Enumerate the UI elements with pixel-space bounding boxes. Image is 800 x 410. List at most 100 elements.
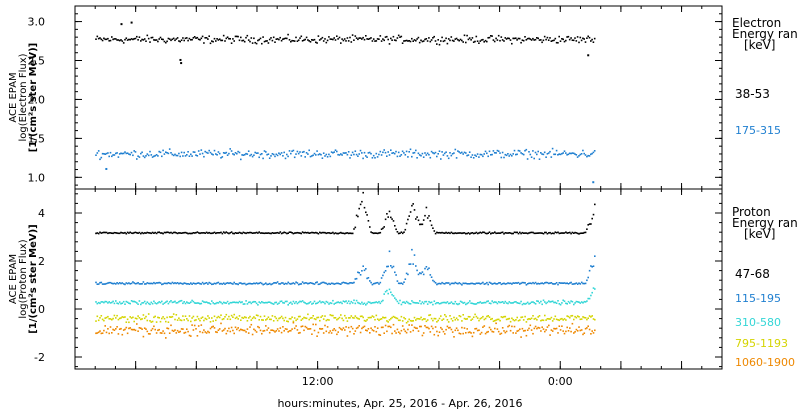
data-point [359, 331, 362, 334]
data-point [222, 34, 225, 37]
data-point [279, 283, 282, 285]
data-point [301, 40, 304, 42]
data-point [287, 155, 289, 158]
data-point [400, 231, 403, 233]
data-point [429, 331, 432, 333]
data-point [259, 315, 262, 318]
data-point [587, 154, 589, 157]
data-point [486, 300, 488, 303]
data-point [218, 38, 221, 40]
data-point [275, 330, 278, 332]
data-point [354, 226, 357, 229]
data-point [558, 325, 561, 327]
data-point [95, 332, 97, 335]
data-point [155, 39, 158, 41]
data-point [121, 333, 124, 336]
data-point [184, 37, 187, 40]
data-point [146, 319, 149, 322]
data-point [396, 231, 399, 233]
data-point [578, 301, 580, 303]
data-point [137, 303, 139, 305]
data-point [205, 37, 208, 39]
data-point [441, 151, 443, 153]
data-point [554, 231, 557, 233]
data-point [159, 151, 162, 154]
data-point [203, 319, 205, 322]
data-point [526, 37, 529, 40]
data-point [520, 232, 522, 235]
data-point [290, 231, 292, 233]
data-point [104, 317, 106, 319]
data-point [163, 332, 166, 335]
data-point [505, 232, 508, 234]
data-point [454, 329, 457, 332]
data-point [592, 151, 595, 154]
data-point [103, 329, 105, 332]
data-point [154, 328, 156, 331]
data-point [311, 333, 313, 335]
data-point [216, 154, 218, 156]
data-point [517, 329, 520, 332]
data-point [275, 301, 278, 304]
data-point [386, 213, 388, 215]
data-point [228, 37, 230, 40]
data-point [283, 151, 285, 154]
data-point [422, 273, 425, 276]
data-point [259, 329, 262, 332]
data-point [479, 333, 482, 335]
data-point [390, 317, 392, 320]
data-point [229, 330, 232, 333]
data-point [404, 330, 407, 333]
data-point [586, 279, 588, 282]
data-point [145, 232, 147, 234]
data-point [425, 154, 428, 156]
data-point [451, 282, 454, 285]
data-point [379, 231, 382, 234]
data-point [196, 231, 199, 233]
data-point [515, 231, 517, 234]
data-point [207, 315, 209, 317]
data-point [103, 301, 105, 304]
data-point [328, 303, 330, 305]
data-point [247, 317, 250, 319]
data-point [130, 282, 133, 285]
data-point [499, 301, 501, 304]
data-point [291, 150, 293, 152]
data-point [212, 232, 214, 234]
data-point [382, 151, 384, 154]
data-point [394, 330, 396, 332]
data-point [584, 301, 587, 303]
data-point [270, 318, 272, 321]
data-point [296, 150, 299, 153]
data-point [384, 218, 387, 221]
data-point [417, 219, 420, 222]
data-point [461, 326, 463, 329]
data-point [182, 328, 184, 330]
data-point [408, 215, 410, 217]
data-point [118, 39, 121, 42]
data-point [346, 282, 349, 285]
data-point [347, 232, 350, 235]
data-point [487, 155, 489, 158]
data-point [513, 301, 516, 303]
data-point [349, 232, 351, 234]
data-point [505, 154, 508, 157]
data-point [190, 39, 192, 41]
data-point [390, 216, 392, 219]
data-point [108, 318, 110, 320]
data-point [249, 154, 251, 157]
data-point [316, 150, 318, 152]
data-point [212, 302, 214, 304]
data-point [255, 42, 258, 45]
data-point [279, 317, 282, 319]
data-point [320, 328, 322, 330]
data-point [320, 316, 322, 318]
data-point [351, 151, 354, 154]
data-point [274, 301, 276, 304]
data-point [453, 316, 455, 319]
data-point [237, 301, 239, 304]
data-point [311, 282, 313, 284]
data-point [101, 283, 104, 285]
data-point [594, 288, 596, 290]
y-tick-label: 1.5 [28, 132, 46, 145]
